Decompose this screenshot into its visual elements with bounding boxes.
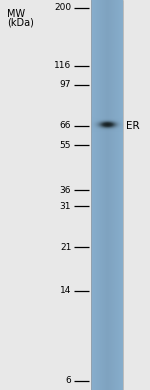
Text: ER: ER (126, 121, 140, 131)
Text: 31: 31 (60, 202, 71, 211)
Text: (kDa): (kDa) (8, 18, 34, 28)
Text: 200: 200 (54, 3, 71, 12)
Text: 55: 55 (60, 140, 71, 149)
Text: 6: 6 (66, 376, 71, 385)
Text: 116: 116 (54, 61, 71, 70)
Text: 66: 66 (60, 121, 71, 130)
Text: 36: 36 (60, 186, 71, 195)
Text: 97: 97 (60, 80, 71, 89)
Text: 21: 21 (60, 243, 71, 252)
Text: MW: MW (8, 9, 26, 19)
Text: 14: 14 (60, 286, 71, 295)
